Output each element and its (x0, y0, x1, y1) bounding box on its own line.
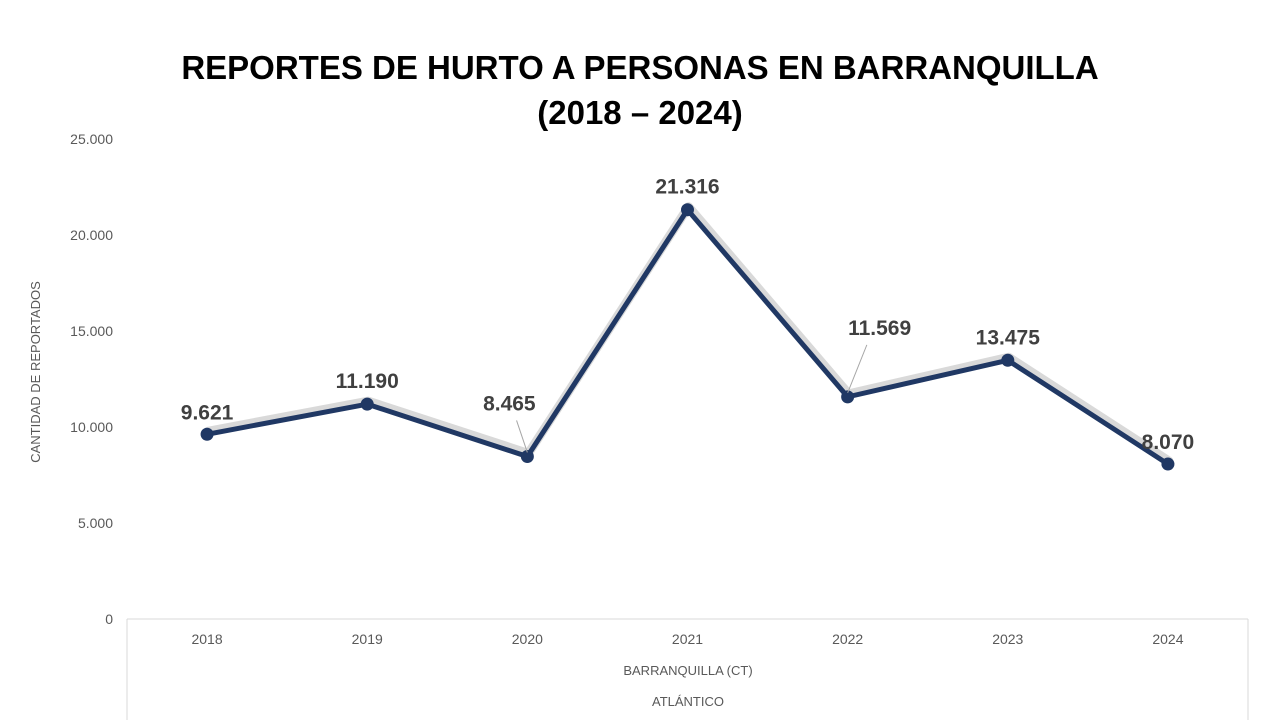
y-tick-label: 20.000 (70, 227, 113, 243)
y-tick-label: 25.000 (70, 131, 113, 147)
data-label: 11.190 (336, 370, 399, 393)
data-point (681, 203, 694, 217)
y-tick-label: 5.000 (78, 515, 113, 531)
data-point (841, 390, 855, 404)
x-tick-label: 2023 (992, 631, 1023, 647)
x-tick-label: 2024 (1152, 631, 1183, 647)
y-tick-label: 10.000 (70, 419, 113, 435)
data-labels: 9.621 11.190 8.465 21.316 11.569 13.475 8.070 (181, 176, 1194, 454)
x-axis (126, 618, 1249, 720)
chart-title: REPORTES DE HURTO A PERSONAS EN BARRANQU… (181, 49, 1098, 86)
y-tick-label: 15.000 (70, 323, 113, 339)
data-point (1161, 457, 1175, 471)
y-tick-label: 0 (105, 611, 113, 627)
x-tick-label: 2019 (352, 631, 383, 647)
chart-subtitle: (2018 – 2024) (537, 94, 743, 131)
data-point (1001, 353, 1015, 367)
data-label: 21.316 (655, 176, 719, 199)
data-label-leader (847, 344, 868, 394)
data-label: 11.569 (848, 317, 911, 340)
data-label: 13.475 (976, 326, 1041, 349)
x-tick-label: 2018 (191, 631, 222, 647)
series-layer (200, 202, 1175, 471)
x-tick-label: 2022 (832, 631, 863, 647)
x-axis-group-label: ATLÁNTICO (652, 694, 724, 709)
data-label: 8.465 (483, 392, 536, 415)
y-axis: 0 5.000 10.000 15.000 20.000 25.000 (70, 131, 113, 627)
data-label-leader (516, 420, 528, 453)
x-tick-label: 2020 (512, 631, 543, 647)
data-label: 8.070 (1142, 431, 1195, 454)
y-axis-title: CANTIDAD DE REPORTADOS (28, 281, 43, 463)
data-point (520, 449, 534, 463)
data-label: 9.621 (181, 401, 234, 424)
x-axis-ticks: 2018 2019 2020 2021 2022 2023 2024 (191, 631, 1183, 647)
x-axis-title: BARRANQUILLA (CT) (623, 663, 752, 678)
data-point (360, 397, 374, 411)
x-tick-label: 2021 (672, 631, 703, 647)
data-point (200, 427, 214, 441)
